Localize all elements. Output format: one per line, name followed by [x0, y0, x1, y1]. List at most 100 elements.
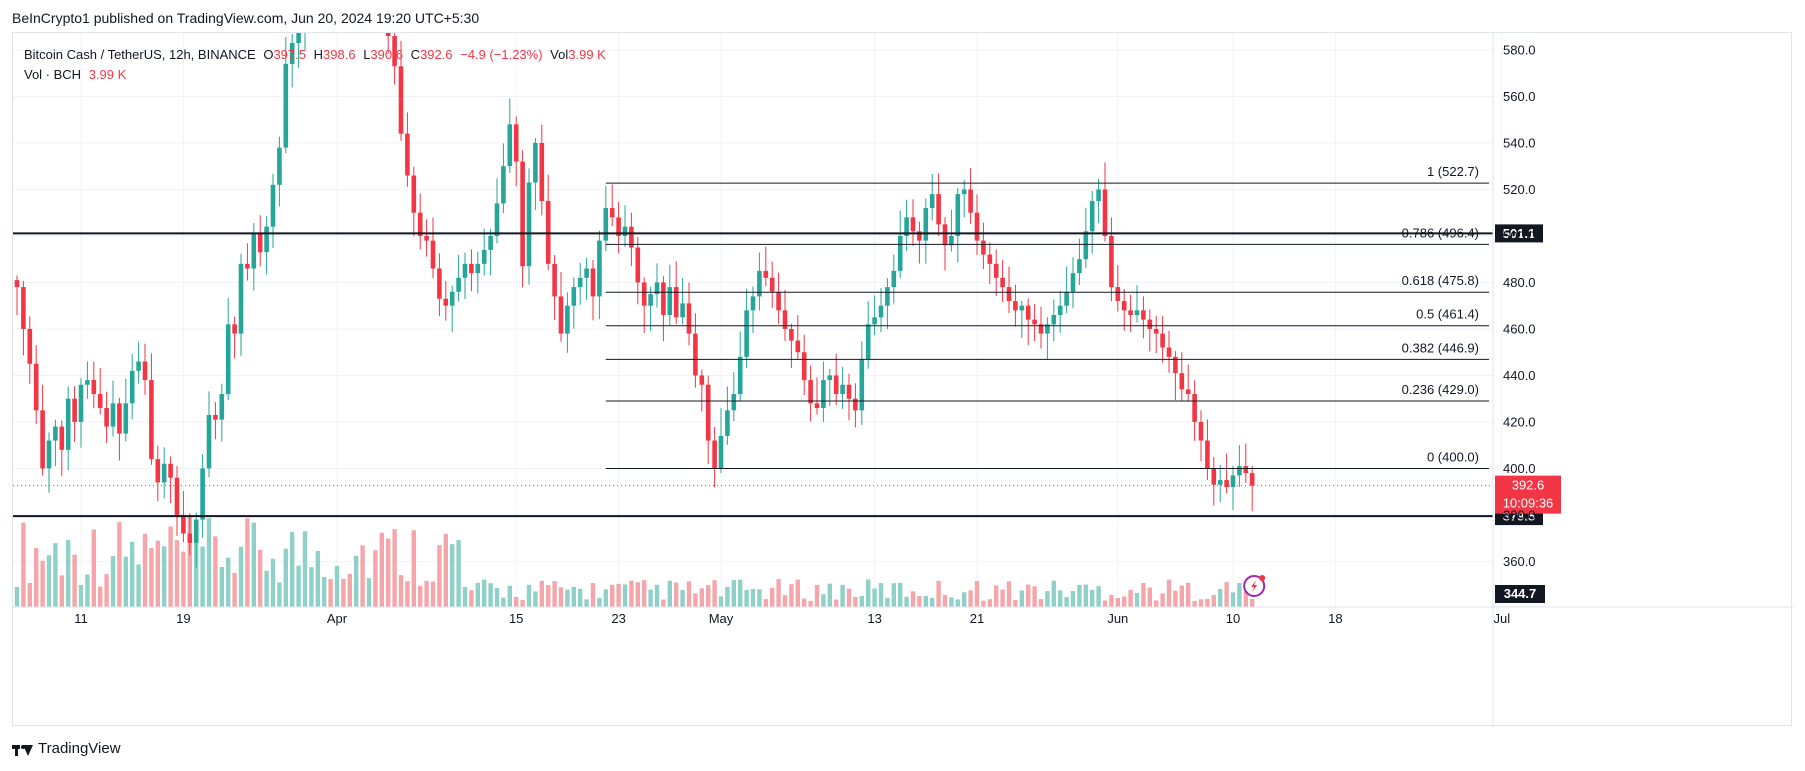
volume-bar [501, 597, 506, 607]
open-value: 397.5 [273, 47, 306, 62]
volume-bar [904, 596, 909, 607]
candle-body [385, 33, 391, 37]
volume-bar [622, 584, 628, 607]
volume-bar [1205, 598, 1210, 607]
candle-body [904, 217, 909, 236]
candle-body [917, 231, 922, 241]
volume-bar [418, 585, 423, 607]
footer-brand[interactable]: TradingView [12, 740, 121, 757]
candle-body [443, 298, 449, 306]
volume-bar [1147, 587, 1152, 607]
candle-body [1121, 301, 1127, 311]
volume-bar [136, 564, 141, 607]
candle-body [424, 235, 429, 241]
candle-body [481, 249, 487, 264]
candle-body [257, 233, 263, 253]
candle-body [1083, 231, 1089, 260]
horizontal-level-badge-text: 501.1 [1503, 226, 1536, 241]
volume-axis-badge-text: 344.7 [1504, 586, 1537, 601]
last-price-badge [1495, 475, 1561, 514]
candle-body [821, 380, 826, 408]
candle-body [974, 212, 980, 241]
lightning-icon[interactable] [1243, 575, 1266, 597]
candle-body [673, 287, 679, 318]
volume-bar [872, 588, 877, 607]
volume-bar [155, 540, 160, 607]
candle-body [609, 208, 615, 218]
candle-body [398, 66, 404, 134]
volume-bar [955, 599, 960, 607]
volume-axis-badge [1495, 585, 1545, 603]
candle-body [827, 375, 833, 381]
volume-bar [245, 518, 250, 607]
volume-bar [1019, 590, 1024, 607]
volume-bar [309, 567, 314, 607]
volume-bar [34, 547, 39, 607]
volume-bar [405, 581, 410, 607]
volume-bar [590, 583, 596, 607]
volume-bar [770, 587, 775, 607]
symbol-title[interactable]: Bitcoin Cash / TetherUS, 12h, BINANCE [24, 47, 256, 62]
candle-body [520, 161, 525, 267]
volume-bar [1006, 581, 1012, 607]
volume-indicator-label[interactable]: Vol · BCH [24, 67, 82, 82]
candle-body [232, 324, 237, 334]
candle-body [1096, 189, 1101, 202]
chart-frame[interactable]: 1 (522.7) 0.786 (496.4) 0.618 (475.8) 0.5 (… [12, 32, 1793, 727]
candle-body [78, 384, 84, 422]
y-axis-tick-label: 440.0 [1503, 368, 1536, 383]
price-chart[interactable]: 1 (522.7)0.786 (496.4)0.618 (475.8)0.5 (… [13, 33, 1793, 727]
volume-bar [712, 580, 717, 607]
candle-body [539, 142, 545, 202]
candle-body [123, 403, 129, 434]
volume-bar [603, 589, 608, 607]
candle-body [641, 282, 647, 306]
volume-bar [1192, 600, 1197, 607]
candle-body [1185, 389, 1191, 395]
volume-bar [213, 536, 218, 607]
volume-bar [725, 586, 730, 607]
volume-bar [1083, 584, 1088, 607]
volume-bar [949, 597, 954, 607]
candle-body [565, 305, 570, 334]
candle-body [270, 184, 276, 227]
candle-body [789, 328, 794, 341]
candle-body [289, 43, 295, 64]
fib-level-label: 0.5 (461.4) [1416, 307, 1479, 322]
volume-bar [328, 578, 333, 607]
candle-body [526, 182, 532, 267]
x-axis-tick-label: 15 [509, 611, 523, 626]
volume-bar [392, 529, 397, 607]
volume-bar [885, 597, 890, 607]
volume-bar [526, 584, 532, 607]
high-label: H [313, 47, 324, 62]
candle-body [577, 277, 583, 288]
volume-bar [1102, 600, 1108, 607]
candle-body [782, 310, 788, 329]
volume-bar [565, 589, 570, 607]
volume-bar [1070, 591, 1076, 607]
candle-body [725, 410, 730, 436]
candle-body [878, 305, 884, 318]
volume-bar [731, 580, 736, 607]
candle-body [469, 263, 474, 274]
candle-body [1166, 347, 1172, 357]
candle-body [21, 287, 26, 329]
volume-bar [597, 597, 602, 607]
volume-bar [290, 532, 295, 607]
y-axis-tick-label: 540.0 [1503, 135, 1536, 150]
candle-body [1134, 310, 1140, 316]
candle-body [181, 514, 186, 534]
volume-bar [552, 581, 557, 607]
volume-bar [910, 591, 916, 607]
candle-body [501, 166, 506, 204]
candle-body [1013, 301, 1018, 311]
candle-body [1038, 324, 1044, 334]
volume-bar [1077, 585, 1082, 607]
volume-bar [635, 582, 640, 607]
horizontal-level-badge [1495, 224, 1543, 243]
volume-bar [1038, 598, 1044, 607]
volume-bar [757, 589, 762, 607]
volume-bar [296, 565, 301, 607]
x-axis-tick-label: May [709, 611, 734, 626]
